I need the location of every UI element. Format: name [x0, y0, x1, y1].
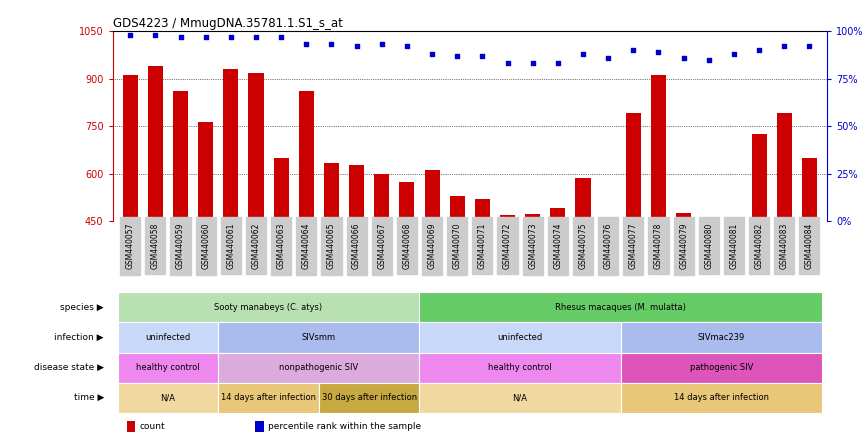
Bar — [319, 383, 419, 413]
Bar — [419, 353, 621, 383]
Text: count: count — [139, 422, 165, 431]
Bar — [626, 113, 641, 221]
Point — [601, 54, 615, 61]
Point — [249, 33, 263, 40]
Point — [224, 33, 238, 40]
Bar — [621, 322, 822, 353]
Bar — [777, 113, 792, 221]
Bar — [218, 353, 419, 383]
Point — [551, 60, 565, 67]
Text: N/A: N/A — [513, 393, 527, 402]
Point — [173, 33, 187, 40]
Bar — [449, 196, 465, 221]
Text: SIVsmm: SIVsmm — [302, 333, 336, 342]
Bar — [525, 214, 540, 221]
Point — [651, 48, 665, 56]
Point — [701, 56, 715, 63]
Point — [450, 52, 464, 59]
Point — [526, 60, 540, 67]
Text: species ▶: species ▶ — [61, 303, 104, 312]
Bar — [419, 292, 822, 322]
Point — [148, 32, 162, 39]
Point — [400, 43, 414, 50]
Bar — [118, 353, 218, 383]
Text: 14 days after infection: 14 days after infection — [221, 393, 316, 402]
Bar — [802, 159, 817, 221]
Bar — [399, 182, 415, 221]
Text: N/A: N/A — [160, 393, 176, 402]
Bar — [198, 122, 213, 221]
Point — [778, 43, 792, 50]
Point — [753, 47, 766, 54]
Text: 14 days after infection: 14 days after infection — [674, 393, 769, 402]
Text: SIVmac239: SIVmac239 — [698, 333, 745, 342]
Text: healthy control: healthy control — [488, 363, 552, 372]
Text: 30 days after infection: 30 days after infection — [321, 393, 417, 402]
Point — [300, 41, 313, 48]
Text: GDS4223 / MmugDNA.35781.1.S1_s_at: GDS4223 / MmugDNA.35781.1.S1_s_at — [113, 17, 342, 30]
Bar — [475, 199, 490, 221]
Bar — [374, 174, 390, 221]
Bar — [218, 383, 319, 413]
Bar — [419, 383, 621, 413]
Point — [275, 33, 288, 40]
Bar — [349, 165, 364, 221]
Bar — [299, 91, 313, 221]
Bar — [621, 383, 822, 413]
Bar — [324, 163, 339, 221]
Bar — [550, 208, 565, 221]
Text: uninfected: uninfected — [497, 333, 543, 342]
Bar — [727, 217, 741, 221]
Bar — [126, 421, 135, 432]
Bar — [651, 75, 666, 221]
Bar — [173, 91, 188, 221]
Text: uninfected: uninfected — [145, 333, 191, 342]
Point — [576, 50, 590, 57]
Bar — [752, 134, 766, 221]
Bar — [118, 383, 218, 413]
Bar — [218, 322, 419, 353]
Bar — [123, 75, 138, 221]
Text: healthy control: healthy control — [136, 363, 200, 372]
Bar — [424, 170, 440, 221]
Bar — [274, 159, 288, 221]
Point — [123, 32, 137, 39]
Bar — [118, 322, 218, 353]
Bar — [576, 178, 591, 221]
Text: infection ▶: infection ▶ — [55, 333, 104, 342]
Point — [425, 50, 439, 57]
Text: percentile rank within the sample: percentile rank within the sample — [268, 422, 422, 431]
Point — [475, 52, 489, 59]
Bar — [223, 69, 238, 221]
Text: Rhesus macaques (M. mulatta): Rhesus macaques (M. mulatta) — [555, 303, 686, 312]
Text: time ▶: time ▶ — [74, 393, 104, 402]
Point — [727, 50, 741, 57]
Bar — [118, 292, 419, 322]
Bar — [701, 218, 716, 221]
Bar — [621, 353, 822, 383]
Point — [350, 43, 364, 50]
Bar — [419, 322, 621, 353]
Bar — [500, 215, 515, 221]
Text: nonpathogenic SIV: nonpathogenic SIV — [279, 363, 359, 372]
Point — [501, 60, 514, 67]
Bar — [249, 73, 263, 221]
Point — [676, 54, 690, 61]
Text: disease state ▶: disease state ▶ — [34, 363, 104, 372]
Bar — [255, 421, 264, 432]
Point — [803, 43, 817, 50]
Point — [375, 41, 389, 48]
Text: Sooty manabeys (C. atys): Sooty manabeys (C. atys) — [215, 303, 323, 312]
Text: pathogenic SIV: pathogenic SIV — [689, 363, 753, 372]
Bar — [148, 66, 163, 221]
Point — [198, 33, 212, 40]
Point — [325, 41, 339, 48]
Bar — [676, 213, 691, 221]
Point — [626, 47, 640, 54]
